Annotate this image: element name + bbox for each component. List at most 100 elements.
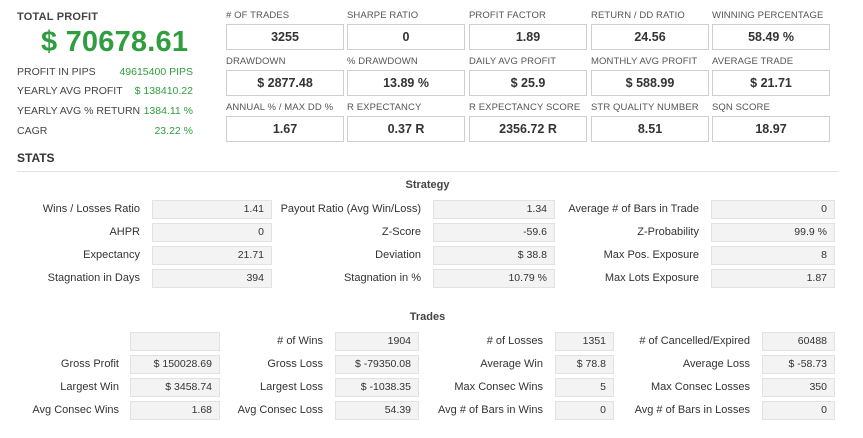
stats-heading: STATS (17, 151, 55, 165)
metric-value: 3255 (226, 24, 344, 50)
trade-value: 350 (762, 378, 835, 397)
stat-value: 0 (711, 200, 835, 219)
metric-average-trade: AVERAGE TRADE $ 21.71 (712, 56, 830, 96)
metric-label: DAILY AVG PROFIT (469, 56, 557, 67)
metric-drawdown: DRAWDOWN $ 2877.48 (226, 56, 344, 96)
trade-value: $ 78.8 (555, 355, 614, 374)
metric-label: # OF TRADES (226, 10, 290, 21)
trade-value: $ -58.73 (762, 355, 835, 374)
metric-value: $ 588.99 (591, 70, 709, 96)
metric-value: 2356.72 R (469, 116, 587, 142)
metric-daily-avg-profit: DAILY AVG PROFIT $ 25.9 (469, 56, 587, 96)
metric-percent-drawdown: % DRAWDOWN 13.89 % (347, 56, 465, 96)
stat-label: Stagnation in % (343, 272, 421, 284)
stat-label: Stagnation in Days (47, 272, 140, 284)
metric-return-dd-ratio: RETURN / DD RATIO 24.56 (591, 10, 709, 50)
stat-label: Wins / Losses Ratio (42, 203, 140, 215)
stat-value: 21.71 (152, 246, 272, 265)
metric-label: STR QUALITY NUMBER (591, 102, 699, 113)
metric-label: SQN SCORE (712, 102, 770, 113)
summary-label: YEARLY AVG PROFIT (17, 85, 123, 97)
stat-value: -59.6 (433, 223, 555, 242)
summary-row-profit-in-pips: PROFIT IN PIPS 49615400 PIPS (17, 66, 193, 80)
metric-value: 24.56 (591, 24, 709, 50)
metric-label: DRAWDOWN (226, 56, 286, 67)
summary-value: 23.22 % (154, 125, 193, 137)
trade-label: Largest Loss (260, 381, 323, 393)
trade-value: 1351 (555, 332, 614, 351)
metric-label: R EXPECTANCY SCORE (469, 102, 581, 113)
trade-label: Largest Win (60, 381, 119, 393)
trade-value-empty (130, 332, 220, 351)
metric-label: MONTHLY AVG PROFIT (591, 56, 698, 67)
trade-value: 54.39 (335, 401, 419, 420)
metric-value: 1.89 (469, 24, 587, 50)
metric-label: % DRAWDOWN (347, 56, 418, 67)
stat-label: Max Lots Exposure (604, 272, 699, 284)
trade-label: # of Losses (486, 335, 543, 347)
metric-sharpe-ratio: SHARPE RATIO 0 (347, 10, 465, 50)
total-profit-value: $ 70678.61 (41, 26, 189, 58)
metric-r-expectancy: R EXPECTANCY 0.37 R (347, 102, 465, 142)
trade-label: Max Consec Losses (650, 381, 750, 393)
summary-label: PROFIT IN PIPS (17, 66, 96, 78)
metric-number-of-trades: # OF TRADES 3255 (226, 10, 344, 50)
trade-label: Average Loss (682, 358, 750, 370)
trade-label: Avg # of Bars in Wins (438, 404, 543, 416)
trade-value: $ 3458.74 (130, 378, 220, 397)
metric-value: 0 (347, 24, 465, 50)
metric-r-expectancy-score: R EXPECTANCY SCORE 2356.72 R (469, 102, 587, 142)
stat-label: AHPR (109, 226, 140, 238)
trade-value: $ -1038.35 (335, 378, 419, 397)
metric-label: PROFIT FACTOR (469, 10, 546, 21)
metric-label: WINNING PERCENTAGE (712, 10, 824, 21)
stat-value: 8 (711, 246, 835, 265)
stat-value: 1.34 (433, 200, 555, 219)
trades-heading: Trades (409, 311, 446, 323)
trade-value: 0 (555, 401, 614, 420)
stat-value: 394 (152, 269, 272, 288)
stat-label: Z-Probability (637, 226, 699, 238)
trade-label: # of Cancelled/Expired (639, 335, 750, 347)
total-profit-label: TOTAL PROFIT (17, 11, 99, 23)
trade-label: Avg Consec Loss (237, 404, 323, 416)
stats-divider (17, 171, 838, 172)
stat-label: Z-Score (381, 226, 421, 238)
stat-label: Deviation (375, 249, 421, 261)
stat-label: Expectancy (83, 249, 140, 261)
metric-sqn-score: SQN SCORE 18.97 (712, 102, 830, 142)
trade-value: 60488 (762, 332, 835, 351)
metric-winning-percentage: WINNING PERCENTAGE 58.49 % (712, 10, 830, 50)
stat-label: Average # of Bars in Trade (568, 203, 699, 215)
metric-profit-factor: PROFIT FACTOR 1.89 (469, 10, 587, 50)
trade-value: 1904 (335, 332, 419, 351)
summary-label: CAGR (17, 125, 48, 137)
metric-label: ANNUAL % / MAX DD % (226, 102, 334, 113)
trade-value: 5 (555, 378, 614, 397)
trade-label: Gross Profit (60, 358, 119, 370)
summary-value: 49615400 PIPS (119, 66, 193, 78)
summary-value: 1384.11 % (143, 105, 193, 117)
trade-value: 1.68 (130, 401, 220, 420)
metric-value: $ 25.9 (469, 70, 587, 96)
metric-annual-max-dd: ANNUAL % / MAX DD % 1.67 (226, 102, 344, 142)
stat-value: 1.87 (711, 269, 835, 288)
metric-value: 8.51 (591, 116, 709, 142)
trade-label: Gross Loss (267, 358, 323, 370)
trade-label: Avg Consec Wins (32, 404, 119, 416)
strategy-heading: Strategy (405, 179, 450, 191)
stat-value: 99.9 % (711, 223, 835, 242)
metric-value: $ 21.71 (712, 70, 830, 96)
trade-label: Avg # of Bars in Losses (634, 404, 750, 416)
summary-row-yearly-avg-return: YEARLY AVG % RETURN 1384.11 % (17, 105, 193, 119)
metric-label: RETURN / DD RATIO (591, 10, 685, 21)
metric-label: SHARPE RATIO (347, 10, 419, 21)
stat-value: 1.41 (152, 200, 272, 219)
stat-label: Payout Ratio (Avg Win/Loss) (280, 203, 421, 215)
trade-value: 0 (762, 401, 835, 420)
metric-str-quality-number: STR QUALITY NUMBER 8.51 (591, 102, 709, 142)
summary-row-cagr: CAGR 23.22 % (17, 125, 193, 139)
summary-value: $ 138410.22 (134, 85, 193, 97)
stat-value: 0 (152, 223, 272, 242)
metric-monthly-avg-profit: MONTHLY AVG PROFIT $ 588.99 (591, 56, 709, 96)
